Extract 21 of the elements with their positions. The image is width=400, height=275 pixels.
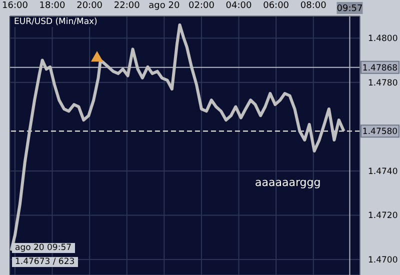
- annotation: aaaaaarggg: [254, 176, 322, 189]
- y-tick-label: 1.4720: [368, 211, 398, 222]
- x-tick-label: 20:00: [76, 1, 103, 11]
- y-tick-label: 1.4780: [368, 78, 398, 88]
- x-tick-label: 16:00: [2, 1, 28, 11]
- x-tick-label: 04:00: [226, 1, 252, 11]
- chart-title: EUR/USD (Min/Max): [12, 17, 100, 27]
- annotation: 1.47673 / 623: [12, 257, 78, 267]
- x-tick-label: 22:00: [114, 1, 140, 11]
- x-tick-label: 08:00: [300, 1, 327, 11]
- x-tick-label: 06:00: [263, 1, 290, 11]
- y-tick-label: 1.4700: [368, 256, 398, 266]
- ref-line-label: 1.47868: [362, 63, 398, 74]
- x-tick-label: 18:00: [39, 1, 66, 11]
- ref-line-label: 1.47580: [362, 127, 398, 138]
- ref-line-label: 09:57: [336, 4, 363, 14]
- y-tick-label: 1.4800: [368, 34, 398, 44]
- y-tick-label: 1.4740: [368, 166, 398, 177]
- x-tick-label: 02:00: [188, 1, 215, 11]
- annotation: ago 20 09:57: [12, 243, 75, 253]
- x-tick-label: ago 20: [148, 1, 180, 11]
